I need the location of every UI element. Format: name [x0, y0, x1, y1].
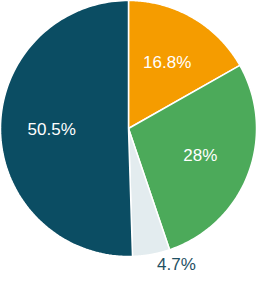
svg-text:16.8%: 16.8% — [143, 53, 191, 72]
svg-text:50.5%: 50.5% — [28, 120, 76, 139]
svg-text:4.7%: 4.7% — [157, 255, 196, 274]
svg-text:28%: 28% — [183, 146, 217, 165]
